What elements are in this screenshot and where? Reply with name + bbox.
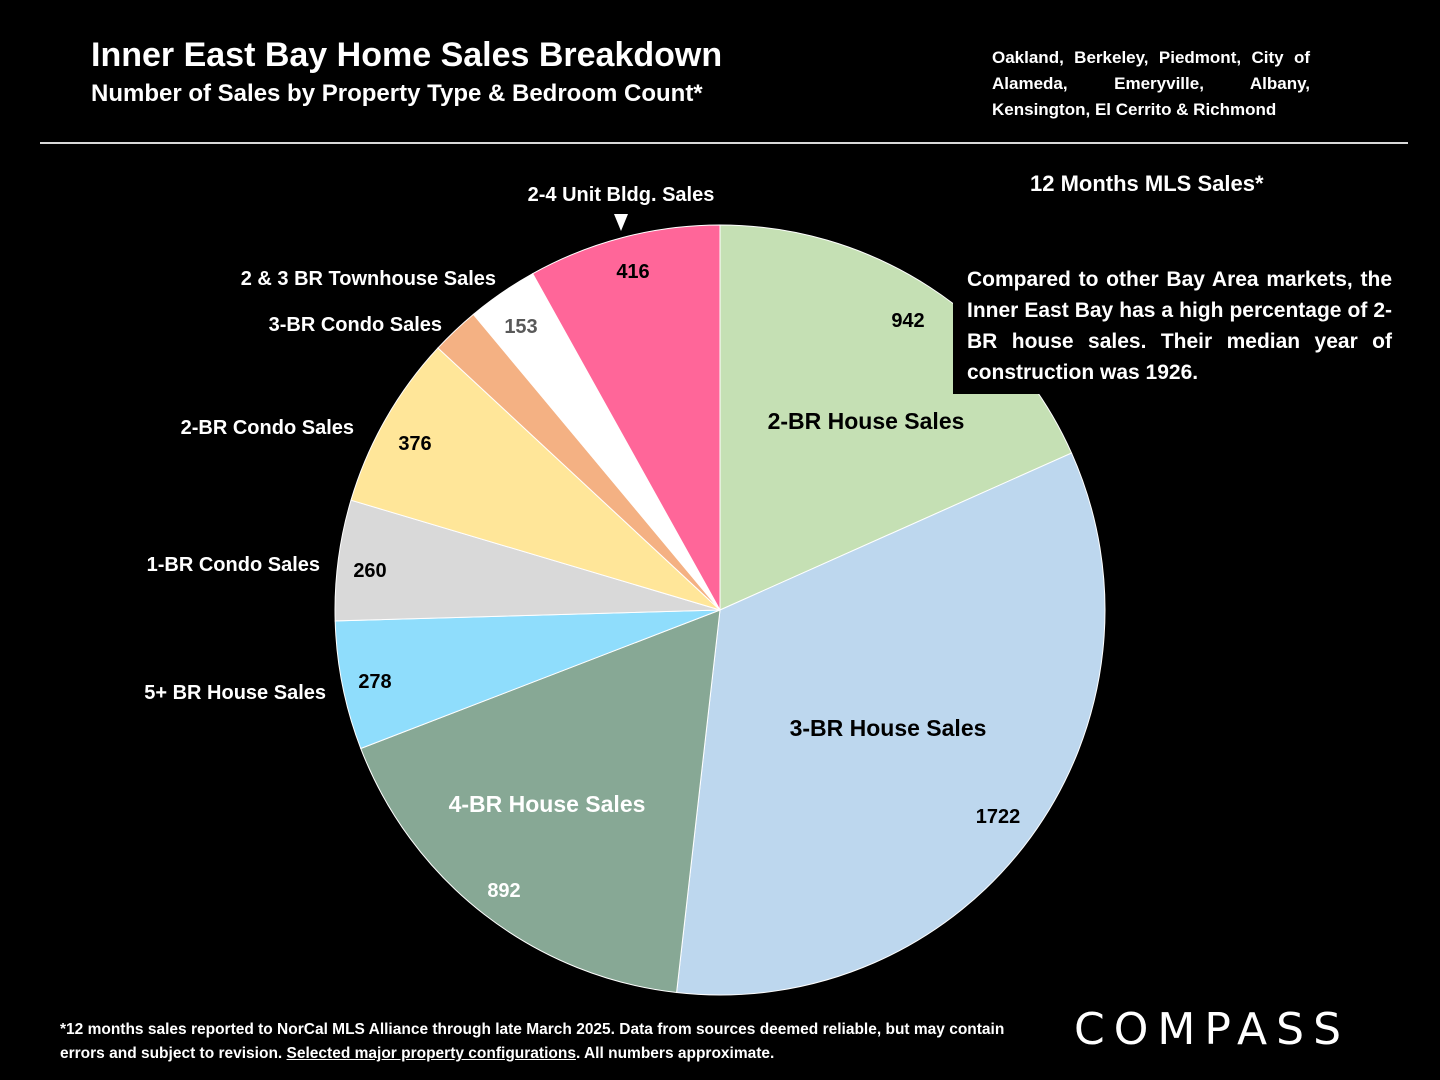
value-label: 153 bbox=[504, 316, 537, 338]
value-labels: 942 1722 892 278 260 376 153 416 bbox=[353, 261, 1020, 902]
pie-slice-2-4-unit-bldg-sales bbox=[531, 224, 721, 612]
period-label: 12 Months MLS Sales* bbox=[1030, 171, 1264, 196]
category-label: 2-BR Condo Sales bbox=[181, 417, 354, 439]
callout-box bbox=[953, 262, 1401, 394]
value-label: 892 bbox=[487, 880, 520, 902]
value-label: 376 bbox=[398, 433, 431, 455]
callout-text: Compared to other Bay Area markets, the … bbox=[967, 268, 1392, 384]
value-label: 1722 bbox=[976, 806, 1021, 828]
page-title: Inner East Bay Home Sales Breakdown bbox=[91, 36, 723, 74]
footnote-link[interactable]: Selected major property configurations bbox=[286, 1045, 576, 1062]
value-label: 942 bbox=[891, 310, 924, 332]
footnote-text-end: . All numbers approximate. bbox=[575, 1045, 775, 1062]
pie-slice-2-br-house-sales bbox=[719, 224, 1073, 611]
value-label: 278 bbox=[358, 671, 391, 693]
pie-slice-4-br-house-sales bbox=[360, 609, 721, 994]
pie-slice-2-br-condo-sales bbox=[350, 347, 721, 611]
category-label: 1-BR Condo Sales bbox=[147, 554, 320, 576]
pie-slice-3-br-house-sales bbox=[676, 452, 1106, 996]
value-label: 260 bbox=[353, 560, 386, 582]
category-label: 2 & 3 BR Townhouse Sales bbox=[241, 268, 496, 290]
region-list: Oakland, Berkeley, Piedmont, City of Ala… bbox=[992, 48, 1310, 119]
header-divider bbox=[40, 142, 1408, 144]
category-labels: 2-BR House Sales 3-BR House Sales 4-BR Hou… bbox=[144, 184, 986, 817]
category-label: 2-4 Unit Bldg. Sales bbox=[528, 184, 715, 206]
value-label: 416 bbox=[616, 261, 649, 283]
page-subtitle: Number of Sales by Property Type & Bedro… bbox=[91, 80, 703, 107]
pointer-arrow-icon bbox=[614, 214, 628, 231]
footnote: *12 months sales reported to NorCal MLS … bbox=[60, 1018, 1050, 1066]
footnote-text: *12 months sales reported to NorCal MLS … bbox=[60, 1021, 1005, 1062]
category-label: 4-BR House Sales bbox=[449, 791, 646, 817]
category-label: 3-BR House Sales bbox=[790, 715, 987, 741]
category-label: 5+ BR House Sales bbox=[144, 682, 326, 704]
compass-logo: COMPASS bbox=[1074, 1004, 1350, 1055]
category-label: 3-BR Condo Sales bbox=[269, 314, 442, 336]
pie-slices bbox=[334, 224, 1106, 996]
category-label: 2-BR House Sales bbox=[768, 408, 965, 434]
